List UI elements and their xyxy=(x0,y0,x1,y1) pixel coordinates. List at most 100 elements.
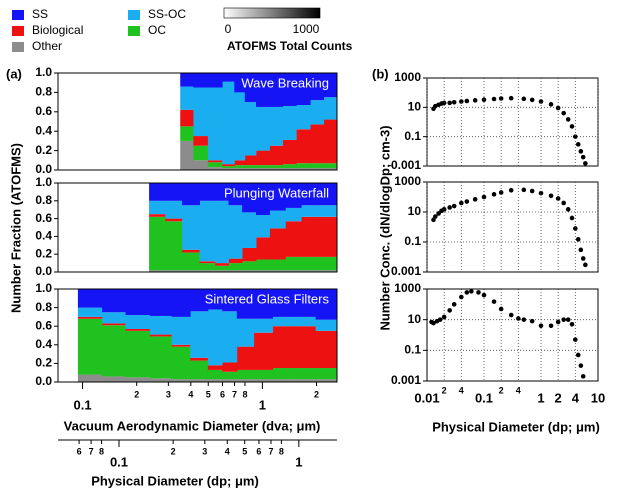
data-point xyxy=(447,205,452,210)
legend-swatch xyxy=(12,26,24,36)
data-point xyxy=(436,211,441,216)
data-point xyxy=(441,314,447,320)
panel-title: Sintered Glass Filters xyxy=(205,291,330,306)
legend-swatch xyxy=(12,10,24,20)
data-point xyxy=(573,226,578,231)
data-point xyxy=(491,96,497,102)
area-segment xyxy=(222,311,238,363)
data-point xyxy=(578,363,584,368)
area-segment xyxy=(180,140,194,170)
x-tick-label: 0.1 xyxy=(74,397,92,412)
data-point xyxy=(469,289,474,294)
data-point xyxy=(561,110,566,116)
area-segment xyxy=(199,200,216,262)
data-point xyxy=(583,262,588,268)
y-tick-label: 0.001 xyxy=(391,373,421,387)
legend-label: OC xyxy=(148,23,166,37)
x2-tick-label: 5 xyxy=(242,446,247,456)
data-point xyxy=(433,214,438,219)
area-segment xyxy=(269,183,286,211)
area-segment xyxy=(190,360,209,380)
area-segment xyxy=(215,183,229,201)
area-segment xyxy=(77,318,103,375)
data-point xyxy=(583,161,588,166)
area-segment xyxy=(182,270,200,272)
data-point xyxy=(508,312,514,318)
area-segment xyxy=(125,315,151,329)
area-segment xyxy=(256,150,270,166)
area-segment xyxy=(228,270,243,272)
colorbar-tick-label: 1000 xyxy=(293,22,320,36)
area-segment xyxy=(244,102,257,156)
area-segment xyxy=(207,167,223,170)
area-segment xyxy=(269,73,284,107)
area-segment xyxy=(165,183,183,201)
y-tick-label: 1.0 xyxy=(35,175,52,189)
area-segment xyxy=(296,163,311,169)
y-tick-label: 0.0 xyxy=(35,374,52,388)
area-segment xyxy=(285,207,302,222)
area-segment xyxy=(269,106,284,146)
area-segment xyxy=(222,289,238,312)
area-segment xyxy=(256,165,270,169)
area-segment xyxy=(285,183,302,208)
data-point xyxy=(437,317,443,322)
x-tick-label: 5 xyxy=(206,389,211,399)
area-segment xyxy=(244,73,257,103)
x2-tick-label: 3 xyxy=(202,446,207,456)
data-point xyxy=(498,190,504,195)
area-segment xyxy=(323,168,338,170)
data-point xyxy=(498,306,504,312)
legend-label: Other xyxy=(32,39,62,53)
data-point xyxy=(573,337,578,342)
area-segment xyxy=(180,86,194,110)
area-segment xyxy=(236,289,255,319)
area-segment xyxy=(234,165,246,169)
panel-title: Plunging Waterfall xyxy=(224,185,329,200)
x-tick-label: 2 xyxy=(134,389,139,399)
data-point xyxy=(464,290,470,295)
area-segment xyxy=(171,346,191,380)
area-segment xyxy=(315,379,338,382)
y-tick-label: 10 xyxy=(408,100,422,114)
legend-label: Biological xyxy=(32,23,83,37)
area-segment xyxy=(165,200,183,219)
area-segment xyxy=(207,379,223,382)
x-tick-label: 7 xyxy=(232,389,237,399)
data-point xyxy=(459,200,464,206)
area-segment xyxy=(269,259,286,271)
data-point xyxy=(431,320,436,326)
area-segment xyxy=(199,261,216,264)
area-segment xyxy=(193,145,209,161)
data-point xyxy=(491,192,497,197)
data-point xyxy=(516,316,521,321)
area-segment xyxy=(317,270,338,272)
area-segment xyxy=(310,168,325,170)
data-point xyxy=(451,203,457,209)
area-segment xyxy=(253,332,274,370)
y-tick-label: 0.2 xyxy=(35,246,52,260)
data-point xyxy=(580,256,586,261)
data-point xyxy=(529,188,535,194)
colorbar xyxy=(223,7,321,19)
y-tick-label: 0.0 xyxy=(35,264,52,278)
area-segment xyxy=(193,136,209,146)
area-segment xyxy=(242,183,257,213)
data-point xyxy=(538,190,544,196)
y-tick-label: 1.0 xyxy=(35,65,52,79)
area-segment xyxy=(77,316,103,319)
data-point xyxy=(569,215,575,221)
y-axis-label: Number Conc. (dN/dlogDp; cm-3) xyxy=(377,125,392,330)
y-tick-label: 0.1 xyxy=(404,343,421,357)
area-segment xyxy=(272,326,294,369)
plot-frame xyxy=(426,288,599,382)
data-point xyxy=(498,96,504,101)
area-segment xyxy=(323,163,338,169)
y-tick-label: 0.8 xyxy=(35,193,52,207)
data-point xyxy=(561,317,566,322)
data-point xyxy=(565,317,571,322)
area-segment xyxy=(165,221,183,271)
area-segment xyxy=(293,368,317,380)
area-segment xyxy=(193,73,209,88)
colorbar-title: ATOFMS Total Counts xyxy=(227,39,353,53)
